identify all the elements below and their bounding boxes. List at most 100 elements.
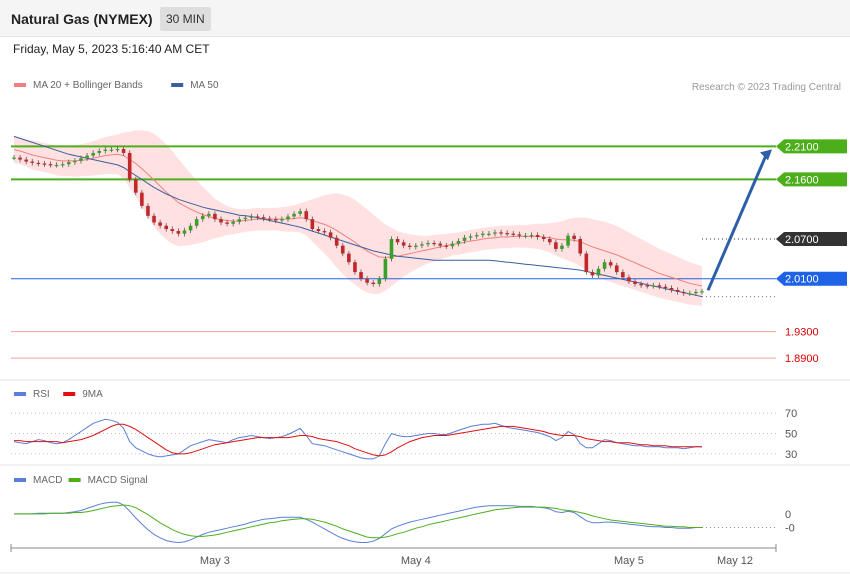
candle (73, 160, 77, 163)
candle (243, 217, 248, 220)
candle (127, 152, 132, 180)
rsi-ma-line (14, 423, 702, 457)
support-label: 1.9300 (785, 327, 819, 339)
candle (420, 244, 424, 246)
candle (85, 155, 89, 159)
candle (377, 278, 382, 285)
rsi-tick: 50 (785, 429, 797, 441)
candle (511, 233, 516, 235)
candle (304, 211, 309, 220)
price-tag (776, 232, 847, 246)
candle (505, 233, 509, 235)
candle (298, 211, 302, 214)
candle (627, 277, 631, 282)
candle (292, 213, 296, 217)
candle (115, 148, 120, 151)
candle (657, 285, 662, 287)
candle (237, 219, 242, 222)
macd-tick: 0 (785, 509, 791, 521)
candle (213, 213, 217, 220)
legend-label: MACD Signal (88, 475, 148, 486)
candle (547, 239, 552, 243)
price-tag-label: 2.0700 (785, 234, 819, 246)
candle (146, 205, 150, 216)
legend-label: RSI (33, 389, 50, 400)
candle (152, 215, 156, 223)
support-tag-label: 2.0100 (785, 274, 819, 286)
candle (566, 235, 570, 246)
candle (493, 232, 497, 234)
candle (523, 235, 528, 237)
candle (499, 232, 503, 234)
candle (280, 219, 284, 221)
candle (560, 245, 564, 249)
candle (316, 229, 321, 232)
candle (602, 262, 607, 269)
legend-label: 9MA (82, 389, 103, 400)
candle (18, 157, 22, 160)
resistance-tag-label: 2.1600 (785, 174, 819, 186)
legend-swatch (171, 83, 184, 87)
legend-swatch (14, 478, 26, 482)
legend-swatch (68, 478, 81, 482)
bollinger-band (14, 130, 702, 306)
candle (663, 286, 668, 288)
candle (487, 233, 491, 235)
candle (572, 235, 576, 239)
candle (578, 239, 583, 254)
chart-header: Natural Gas (NYMEX) 30 MIN (0, 0, 850, 37)
candle (444, 245, 449, 247)
support-tag (776, 271, 847, 286)
candle (164, 225, 169, 230)
candle (365, 278, 369, 283)
candle (267, 218, 272, 220)
candle (30, 161, 35, 163)
candle (645, 285, 650, 287)
resistance-tag-label: 2.2100 (785, 141, 819, 153)
candle (322, 231, 327, 233)
candle (12, 157, 16, 159)
timeframe-badge[interactable]: 30 MIN (160, 7, 211, 31)
candle (79, 158, 83, 161)
x-axis-label-future: May 12 (717, 555, 753, 567)
candle (401, 242, 406, 246)
candle (328, 232, 333, 238)
candle (535, 235, 540, 238)
x-axis-label: May 4 (401, 555, 431, 567)
macd-line (14, 501, 702, 544)
rsi-tick: 30 (785, 449, 797, 461)
candle (200, 215, 205, 220)
candle (225, 222, 229, 224)
x-axis-label: May 3 (200, 555, 230, 567)
candle (608, 262, 613, 266)
target-arrow (706, 154, 768, 291)
candle (286, 216, 290, 220)
candle (481, 233, 485, 236)
candle (450, 243, 455, 247)
candle (109, 149, 114, 151)
legend-swatch (14, 83, 26, 87)
candle (249, 216, 254, 218)
candle (456, 240, 461, 244)
candle (133, 179, 138, 193)
chart-datetime: Friday, May 5, 2023 5:16:40 AM CET (13, 42, 210, 56)
resistance-tag (776, 172, 847, 187)
candle (334, 237, 339, 246)
candle (158, 222, 162, 226)
candle (688, 293, 692, 295)
candle (554, 242, 558, 249)
candle (66, 162, 71, 165)
candle (347, 253, 351, 263)
legend-swatch (63, 392, 76, 396)
candle (371, 282, 376, 285)
candle (590, 272, 595, 276)
candle (219, 219, 223, 223)
candle (517, 234, 522, 236)
candle (103, 149, 108, 151)
candle (36, 162, 41, 165)
candle (426, 242, 430, 245)
candle (462, 237, 467, 241)
candle (274, 219, 278, 221)
candle (474, 235, 479, 237)
rsi-line (13, 418, 702, 460)
